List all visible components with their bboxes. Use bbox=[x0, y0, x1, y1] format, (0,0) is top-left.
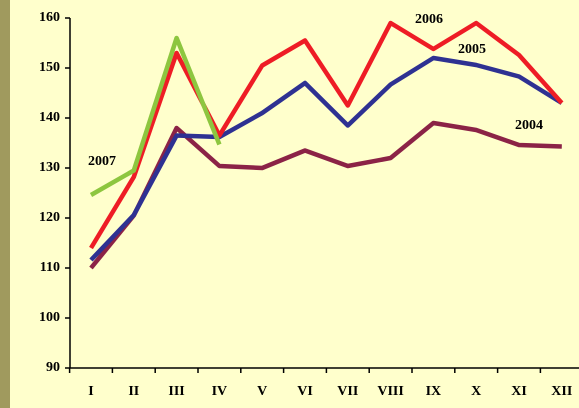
x-tick-label: V bbox=[257, 384, 267, 399]
y-tick-label: 140 bbox=[39, 110, 60, 125]
x-tick-label: IV bbox=[212, 384, 228, 399]
y-tick-label: 100 bbox=[39, 310, 60, 325]
series-line bbox=[89, 20, 564, 250]
x-tick-label: III bbox=[168, 384, 184, 399]
x-tick-label: VI bbox=[297, 384, 313, 399]
y-tick-label: 150 bbox=[39, 60, 60, 75]
series-line bbox=[89, 120, 562, 270]
y-tick-label: 120 bbox=[39, 210, 60, 225]
series-label: 2007 bbox=[88, 154, 116, 169]
x-tick-label: II bbox=[128, 384, 139, 399]
x-tick-label: XII bbox=[551, 384, 572, 399]
y-tick-label: 160 bbox=[39, 10, 60, 25]
x-tick-label: IX bbox=[426, 384, 442, 399]
series-label: 2006 bbox=[415, 12, 443, 27]
left-border bbox=[0, 0, 10, 408]
series-label: 2004 bbox=[515, 118, 543, 133]
x-tick-label: VIII bbox=[377, 384, 403, 399]
y-tick-label: 110 bbox=[40, 260, 60, 275]
series-label: 2005 bbox=[458, 42, 486, 57]
series-line bbox=[89, 35, 222, 197]
y-tick-label: 90 bbox=[46, 360, 60, 375]
x-tick-label: I bbox=[88, 384, 93, 399]
x-tick-label: VII bbox=[337, 384, 358, 399]
y-tick-label: 130 bbox=[39, 160, 60, 175]
series-line bbox=[89, 55, 563, 262]
x-tick-label: XI bbox=[511, 384, 527, 399]
x-tick-label: X bbox=[471, 384, 481, 399]
